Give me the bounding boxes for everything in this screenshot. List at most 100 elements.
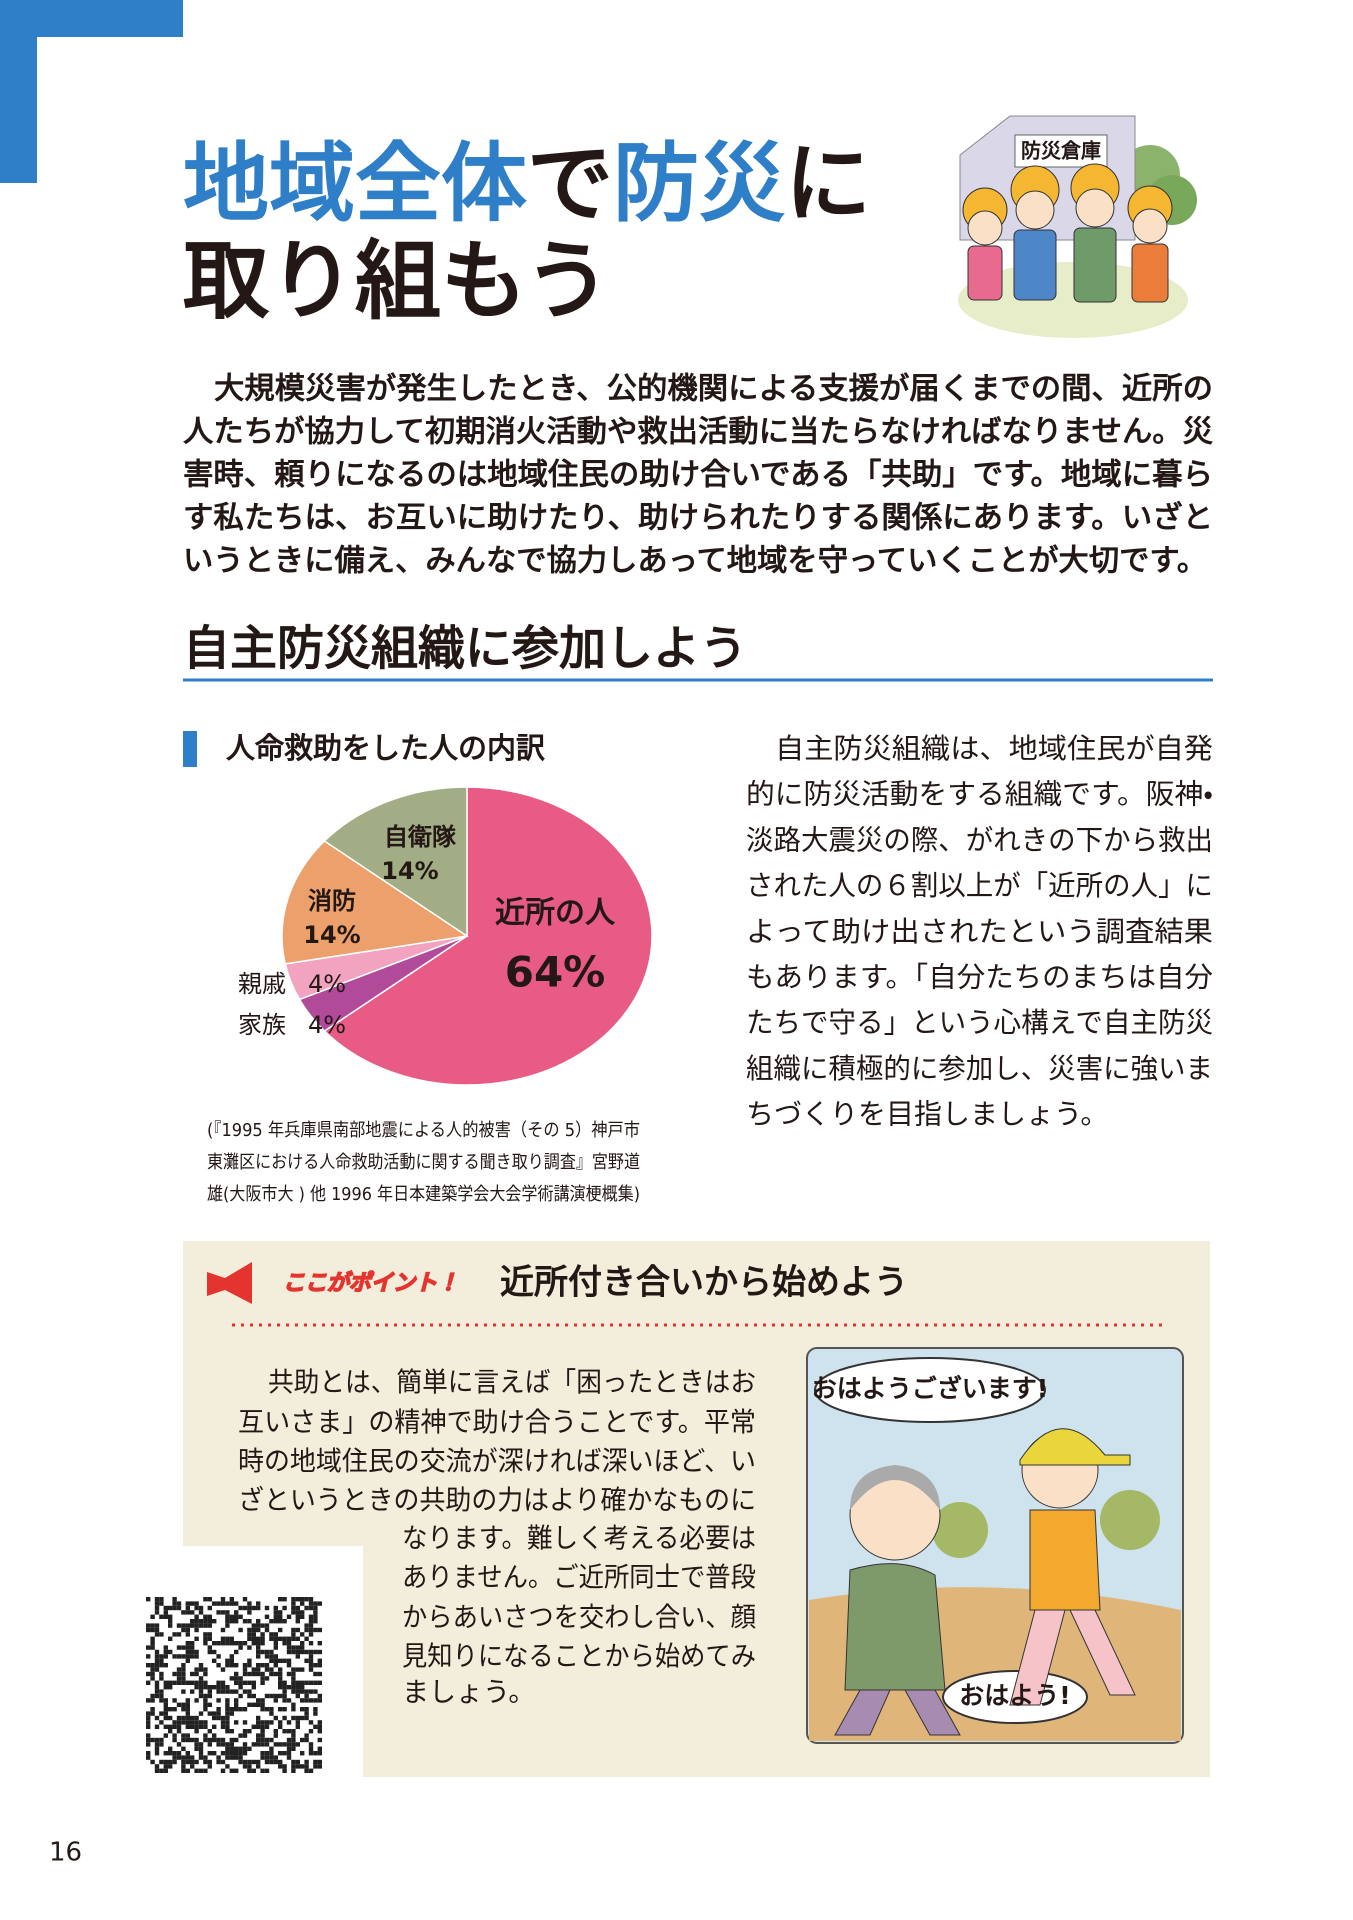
qr-cell <box>229 1746 234 1751</box>
qr-cell <box>291 1645 296 1650</box>
qr-cell <box>229 1751 234 1756</box>
qr-cell <box>286 1645 292 1650</box>
qr-cell <box>194 1759 199 1765</box>
qr-cell <box>308 1627 314 1633</box>
qr-cell <box>181 1702 186 1707</box>
qr-cell <box>269 1693 274 1699</box>
qr-cell <box>234 1689 239 1694</box>
qr-cell <box>159 1671 164 1677</box>
qr-cell <box>291 1759 296 1765</box>
qr-cell <box>256 1605 261 1611</box>
qr-cell <box>286 1671 292 1677</box>
qr-cell <box>238 1627 243 1633</box>
qr-cell <box>216 1601 221 1606</box>
qr-cell <box>216 1711 221 1716</box>
qr-cell <box>234 1702 239 1707</box>
qr-cell <box>225 1720 230 1725</box>
qr-cell <box>234 1614 239 1619</box>
qr-cell <box>154 1632 160 1637</box>
intro-line: 人たちが協力して初期消火活動や救出活動に当たらなければなりません。災 <box>182 415 1214 450</box>
qr-cell <box>313 1649 318 1655</box>
title-line-1: 地域全体で防災に <box>183 134 871 234</box>
qr-cell <box>207 1685 212 1690</box>
qr-cell <box>264 1693 270 1699</box>
qr-cell <box>300 1610 305 1615</box>
qr-cell <box>207 1623 212 1628</box>
qr-cell <box>225 1636 230 1641</box>
qr-cell <box>278 1667 283 1672</box>
qr-cell <box>212 1658 217 1663</box>
qr-cell <box>216 1680 221 1685</box>
qr-cell <box>163 1685 168 1690</box>
qr-cell <box>163 1614 168 1619</box>
qr-cell <box>251 1693 256 1699</box>
qr-cell <box>264 1768 270 1773</box>
qr-cell <box>256 1601 261 1606</box>
qr-cell <box>295 1689 300 1694</box>
qr-cell <box>256 1742 261 1747</box>
qr-cell <box>229 1689 234 1694</box>
qr-cell <box>216 1755 221 1760</box>
qr-cell <box>278 1724 283 1729</box>
point-line: ざというときの共助の力はより確かなものに <box>238 1486 756 1517</box>
qr-cell <box>304 1715 309 1721</box>
qr-cell <box>234 1649 239 1655</box>
qr-cell <box>203 1667 208 1672</box>
qr-cell <box>247 1746 252 1751</box>
qr-cell <box>154 1689 160 1694</box>
qr-cell <box>317 1649 322 1655</box>
qr-cell <box>190 1649 195 1655</box>
qr-cell <box>146 1698 151 1703</box>
qr-cell <box>295 1715 300 1721</box>
body-line: 淡路大震災の際、がれきの下から救出 <box>746 823 1213 856</box>
qr-cell <box>247 1627 252 1633</box>
qr-cell <box>256 1698 261 1703</box>
body-line: 的に防災活動をする組織です。阪神・ <box>746 778 1213 811</box>
qr-cell <box>300 1685 305 1690</box>
qr-cell <box>225 1755 230 1760</box>
qr-cell <box>172 1759 177 1765</box>
qr-cell <box>203 1724 208 1729</box>
qr-cell <box>225 1742 230 1747</box>
qr-cell <box>286 1746 292 1751</box>
qr-cell <box>273 1693 278 1699</box>
qr-cell <box>181 1663 186 1668</box>
qr-cell <box>234 1698 239 1703</box>
qr-cell <box>300 1649 305 1655</box>
qr-cell <box>269 1737 274 1743</box>
qr-cell <box>295 1605 300 1611</box>
title-part: 防災 <box>613 134 785 234</box>
qr-cell <box>194 1667 199 1672</box>
qr-cell <box>207 1711 212 1716</box>
qr-cell <box>260 1698 265 1703</box>
qr-cell <box>181 1720 186 1725</box>
qr-cell <box>159 1711 164 1716</box>
qr-cell <box>159 1698 164 1703</box>
qr-cell <box>185 1711 190 1716</box>
qr-cell <box>225 1619 230 1624</box>
qr-cell <box>308 1746 314 1751</box>
qr-cell <box>247 1689 252 1694</box>
qr-cell <box>295 1764 300 1769</box>
qr-cell <box>159 1693 164 1699</box>
qr-cell <box>308 1614 314 1619</box>
qr-cell <box>168 1614 173 1619</box>
qr-cell <box>291 1746 296 1751</box>
point-tag: ここがポイント！ <box>283 1270 459 1296</box>
qr-cell <box>251 1759 256 1765</box>
qr-cell <box>291 1707 296 1712</box>
point-line: 互いさま」の精神で助け合うことです。平常 <box>238 1408 756 1439</box>
qr-cell <box>194 1671 199 1677</box>
qr-cell <box>229 1641 234 1646</box>
qr-cell <box>317 1671 322 1677</box>
qr-cell <box>225 1764 230 1769</box>
qr-cell <box>295 1680 300 1685</box>
qr-cell <box>190 1623 195 1628</box>
qr-cell <box>304 1768 309 1773</box>
qr-cell <box>185 1632 190 1637</box>
title-part: 地域全体 <box>183 134 527 234</box>
qr-cell <box>260 1671 265 1677</box>
qr-cell <box>286 1737 292 1743</box>
qr-cell <box>238 1676 243 1681</box>
qr-cell <box>273 1614 278 1619</box>
